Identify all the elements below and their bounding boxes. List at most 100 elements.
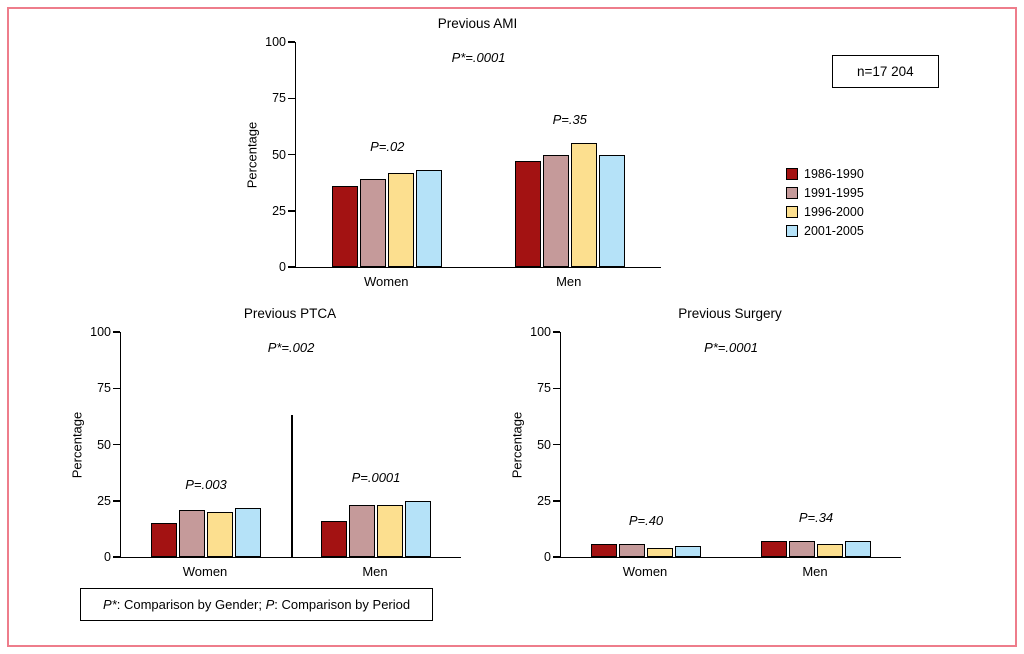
legend-swatch-1986-1990 (786, 168, 798, 180)
legend-label: 1986-1990 (804, 167, 864, 181)
y-axis-ticks: 0 25 50 75 100 (86, 325, 120, 564)
plot-column: P*=.0001 P=.40 P=.34 Women Men (553, 331, 901, 579)
y-tick-mark (113, 331, 120, 333)
p-value-overall: P*=.002 (267, 340, 315, 355)
bar-group-men: P=.0001 (321, 332, 431, 557)
y-tick-mark (553, 556, 560, 558)
bar-men-1991-1995 (789, 541, 815, 557)
legend-item: 2001-2005 (786, 224, 864, 238)
x-category-label-men: Men (802, 564, 828, 579)
bar-group-women: P=.003 (151, 332, 261, 557)
p-value-men: P=.35 (552, 112, 587, 128)
chart-title: Previous Surgery (678, 306, 782, 321)
bar-women-2001-2005 (235, 507, 261, 557)
y-tick-label: 0 (279, 260, 286, 274)
bar-group-men: P=.34 (761, 332, 871, 557)
x-category-label-women: Women (622, 564, 668, 579)
y-tick-mark (113, 387, 120, 389)
footnote-p-star: P* (103, 597, 117, 612)
p-value-women: P=.003 (185, 476, 227, 492)
legend-swatch-1991-1995 (786, 187, 798, 199)
legend-label: 1991-1995 (804, 186, 864, 200)
bar-men-1986-1990 (321, 521, 347, 557)
y-axis-label-wrap: Percentage (243, 42, 261, 267)
bar-men-1986-1990 (514, 161, 541, 267)
footnote-text-1: : Comparison by Gender; (116, 597, 266, 612)
bar-group-men: P=.35 (514, 42, 625, 267)
bar-women-1986-1990 (591, 543, 617, 557)
y-tick-mark (288, 97, 295, 99)
y-axis-ticks: 0 25 50 75 100 (526, 325, 560, 564)
x-category-label-women: Women (182, 564, 228, 579)
legend-swatch-1996-2000 (786, 206, 798, 218)
sample-size-label: n=17 204 (857, 64, 914, 79)
y-tick-label: 50 (272, 147, 286, 162)
legend-swatch-2001-2005 (786, 225, 798, 237)
footnote-box: P*: Comparison by Gender; P: Comparison … (80, 588, 434, 621)
x-category-label-men: Men (362, 564, 388, 579)
footnote-p: P (265, 597, 275, 612)
y-tick-label: 25 (97, 493, 111, 508)
chart-title: Previous PTCA (243, 306, 337, 321)
y-tick-mark (288, 210, 295, 212)
y-tick-mark (553, 500, 560, 502)
y-tick-label: 100 (530, 325, 551, 339)
y-tick-mark (113, 500, 120, 502)
y-tick-label: 75 (537, 381, 551, 396)
bar-men-2001-2005 (405, 500, 431, 557)
y-tick-mark (553, 443, 560, 446)
bar-men-1986-1990 (761, 541, 787, 557)
y-tick-mark (288, 153, 295, 156)
bar-group-women: P=.40 (591, 332, 701, 557)
bar-men-1996-2000 (817, 543, 843, 557)
y-tick-label: 100 (265, 35, 286, 49)
bar-group-women: P=.02 (332, 42, 443, 267)
p-value-men: P=.0001 (351, 469, 401, 485)
y-axis-label: Percentage (509, 411, 525, 478)
p-value-overall: P*=.0001 (704, 340, 758, 355)
legend-item: 1986-1990 (786, 167, 864, 181)
y-tick-mark (553, 331, 560, 333)
y-tick-mark (113, 556, 120, 558)
y-axis-label-wrap: Percentage (68, 332, 86, 557)
chart-title: Previous AMI (437, 16, 518, 31)
legend-item: 1996-2000 (786, 205, 864, 219)
p-value-women: P=.40 (628, 512, 664, 528)
x-axis-labels: Women Men (295, 274, 660, 289)
y-axis-ticks: 0 25 50 75 100 (261, 35, 295, 274)
p-value-overall: P*=.0001 (451, 50, 506, 65)
bar-men-2001-2005 (845, 541, 871, 557)
chart-body: Percentage 0 25 50 75 100 P*=.002 P=.003 P=.00… (68, 325, 461, 579)
y-tick-label: 25 (272, 203, 286, 218)
x-category-label-women: Women (363, 274, 409, 289)
bar-women-1986-1990 (332, 186, 359, 267)
plot-column: P*=.0001 P=.02 P=.35 Women Men (288, 41, 661, 289)
x-category-label-men: Men (556, 274, 582, 289)
sample-size-box: n=17 204 (832, 55, 939, 88)
footnote-text-2: : Comparison by Period (274, 597, 411, 612)
y-tick-label: 75 (97, 381, 111, 396)
plot-area: P*=.0001 P=.02 P=.35 (288, 41, 661, 268)
chart-body: Percentage 0 25 50 75 100 P*=.0001 P=.40 P=.34… (508, 325, 901, 579)
y-tick-label: 50 (537, 437, 551, 452)
bar-women-1991-1995 (619, 543, 645, 557)
plot-area: P*=.0001 P=.40 P=.34 (553, 331, 901, 558)
bar-women-1991-1995 (179, 509, 205, 557)
bar-women-1986-1990 (151, 523, 177, 557)
y-tick-label: 50 (97, 437, 111, 452)
y-tick-label: 25 (537, 493, 551, 508)
bar-women-2001-2005 (675, 545, 701, 557)
x-axis-labels: Women Men (560, 564, 900, 579)
p-value-women: P=.02 (370, 139, 405, 155)
group-divider-line (291, 415, 293, 557)
legend-label: 2001-2005 (804, 224, 864, 238)
plot-area: P*=.002 P=.003 P=.0001 (113, 331, 461, 558)
bar-men-1991-1995 (349, 505, 375, 557)
chart-body: Percentage 0 25 50 75 100 P*=.0001 P=.02 P=.35… (243, 35, 661, 289)
y-tick-mark (553, 387, 560, 389)
x-axis-labels: Women Men (120, 564, 460, 579)
figure-border (7, 7, 1017, 647)
y-axis-label-wrap: Percentage (508, 332, 526, 557)
bar-men-1996-2000 (377, 505, 403, 557)
y-tick-mark (288, 41, 295, 43)
